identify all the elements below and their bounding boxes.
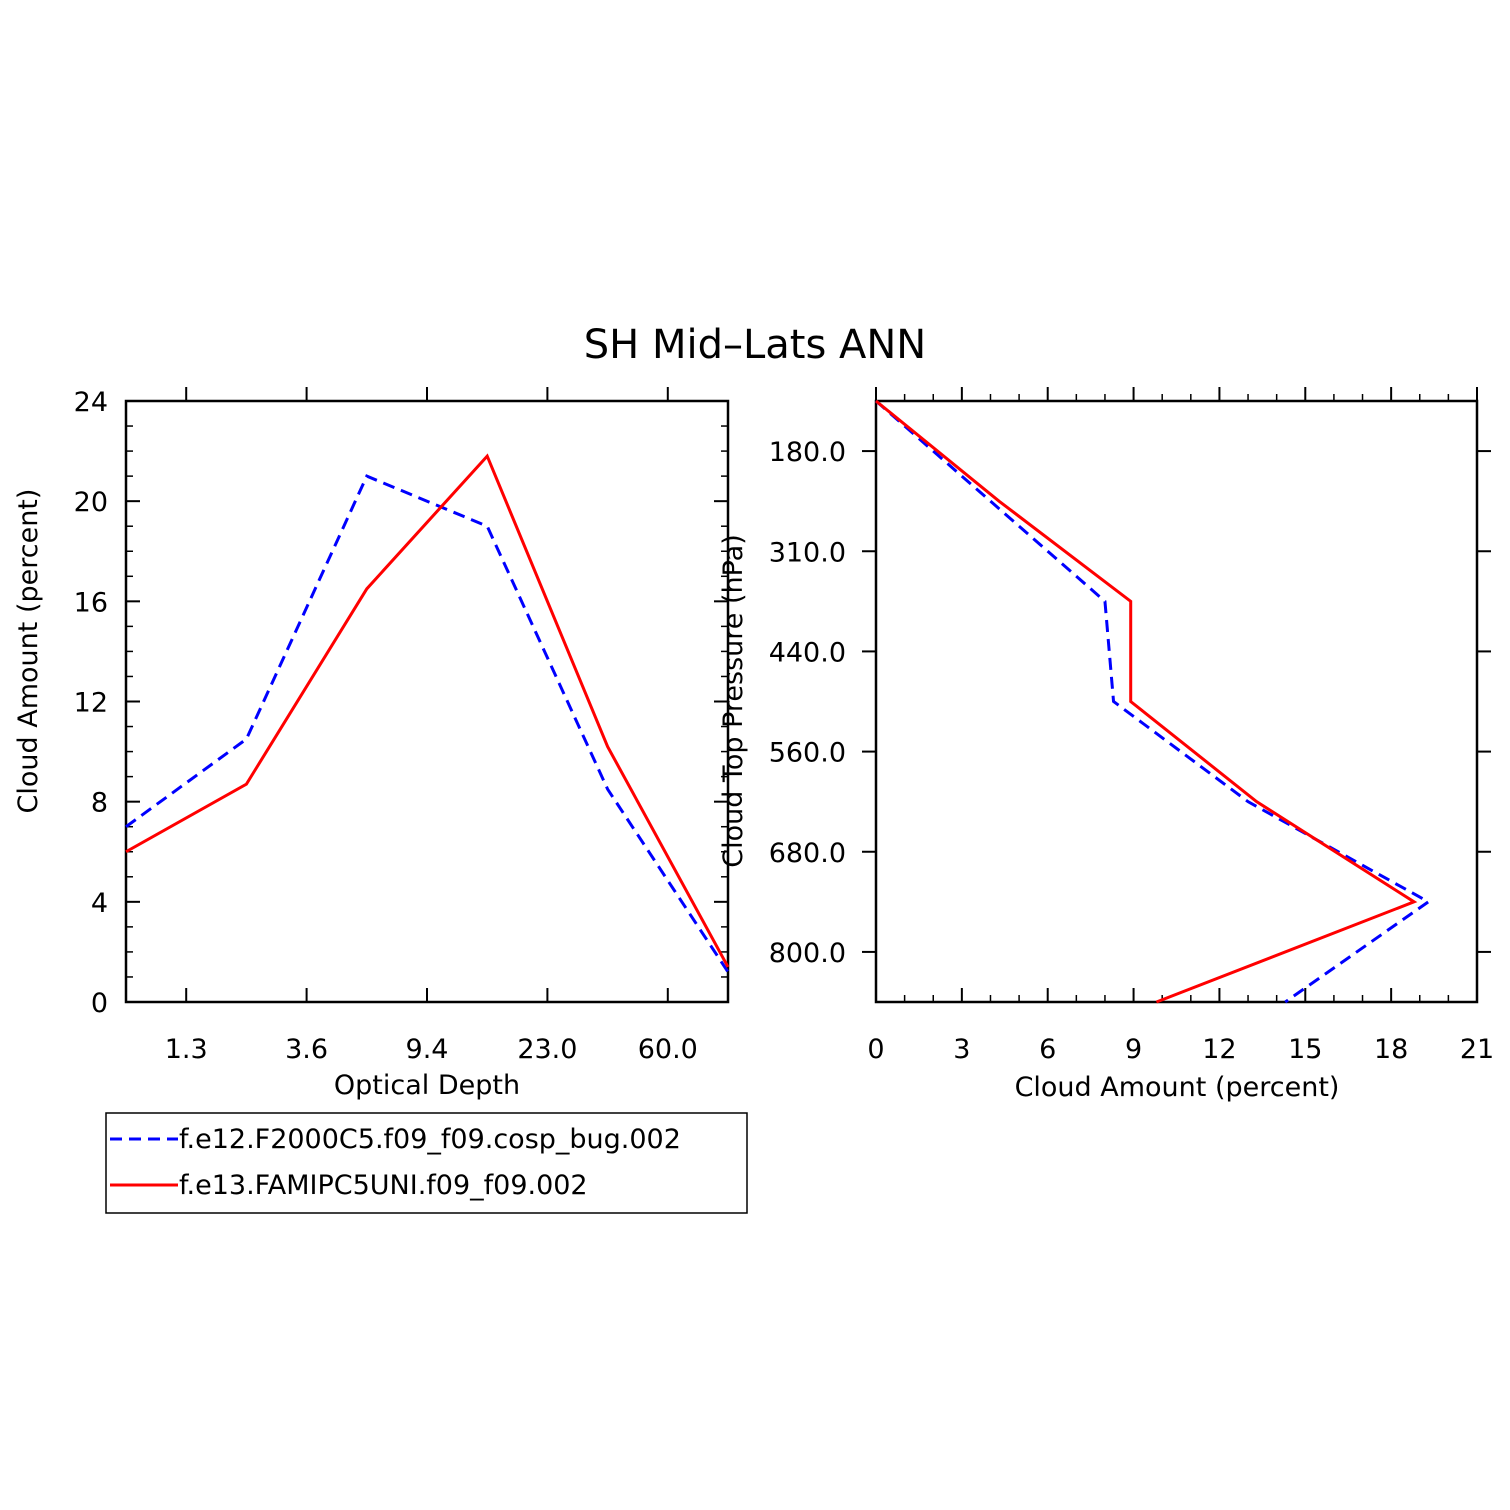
- chart-title: SH Mid–Lats ANN: [584, 322, 926, 368]
- right-axis-ticks: 0 3 6 9 12 15 18 21 180.0 310.0 440.0 560.0 680.0 800…: [769, 387, 1494, 1065]
- right-x-axis-label: Cloud Amount (percent): [1015, 1072, 1340, 1103]
- right-plot-frame: [874, 399, 1479, 1004]
- cloud-top-pressure-panel: 0 3 6 9 12 15 18 21 180.0 310.0 440.0 560.0 680.0 800…: [718, 387, 1494, 1103]
- right-x-tick-label: 18: [1374, 1034, 1408, 1065]
- right-y-tick-label: 800.0: [769, 938, 846, 969]
- right-y-tick-label: 560.0: [769, 738, 846, 769]
- left-series-lines: [125, 453, 730, 973]
- left-x-tick-label: 23.0: [517, 1034, 577, 1065]
- right-x-tick-label: 15: [1288, 1034, 1322, 1065]
- left-plot-frame: [124, 399, 730, 1004]
- left-y-tick-label: 16: [74, 587, 108, 618]
- right-x-tick-label: 6: [1039, 1034, 1056, 1065]
- left-axis-ticks: 0 4 8 12 16 20 24 1.3 3.6 9.4 23.0 60.0: [74, 387, 728, 1065]
- right-x-tick-label: 3: [953, 1034, 970, 1065]
- left-x-tick-label: 3.6: [285, 1034, 328, 1065]
- right-y-tick-label: 310.0: [769, 537, 846, 568]
- left-x-tick-label: 9.4: [406, 1034, 449, 1065]
- left-y-tick-label: 20: [74, 487, 108, 518]
- right-y-tick-label: 680.0: [769, 838, 846, 869]
- right-series-line-blue: [875, 399, 1432, 1004]
- legend: f.e12.F2000C5.f09_f09.cosp_bug.002 f.e13…: [105, 1112, 748, 1214]
- right-y-tick-label: 180.0: [769, 437, 846, 468]
- right-x-tick-label: 9: [1125, 1034, 1142, 1065]
- legend-label-1: f.e12.F2000C5.f09_f09.cosp_bug.002: [179, 1124, 681, 1155]
- legend-box: [105, 1112, 748, 1214]
- left-y-axis-label: Cloud Amount (percent): [13, 489, 44, 814]
- right-x-tick-label: 12: [1202, 1034, 1236, 1065]
- left-y-tick-label: 24: [74, 387, 108, 418]
- right-y-tick-label: 440.0: [769, 637, 846, 668]
- legend-label-2: f.e13.FAMIPC5UNI.f09_f09.002: [179, 1170, 588, 1201]
- left-y-tick-label: 4: [91, 888, 108, 919]
- left-y-tick-label: 12: [74, 688, 108, 719]
- left-y-tick-label: 8: [91, 788, 108, 819]
- right-y-axis-label: Cloud Top Pressure (hPa): [718, 534, 749, 868]
- left-series-line-red: [125, 453, 730, 968]
- left-x-tick-label: 1.3: [165, 1034, 208, 1065]
- right-x-tick-label: 21: [1460, 1034, 1494, 1065]
- right-series-lines: [875, 399, 1432, 1004]
- right-series-line-red: [875, 399, 1418, 1004]
- right-x-tick-label: 0: [867, 1034, 884, 1065]
- left-x-axis-label: Optical Depth: [334, 1070, 520, 1101]
- optical-depth-panel: 0 4 8 12 16 20 24 1.3 3.6 9.4 23.0 60.0 Optical Dep…: [13, 387, 730, 1101]
- left-series-line-blue: [125, 474, 730, 973]
- left-x-tick-label: 60.0: [638, 1034, 698, 1065]
- left-y-tick-label: 0: [91, 988, 108, 1019]
